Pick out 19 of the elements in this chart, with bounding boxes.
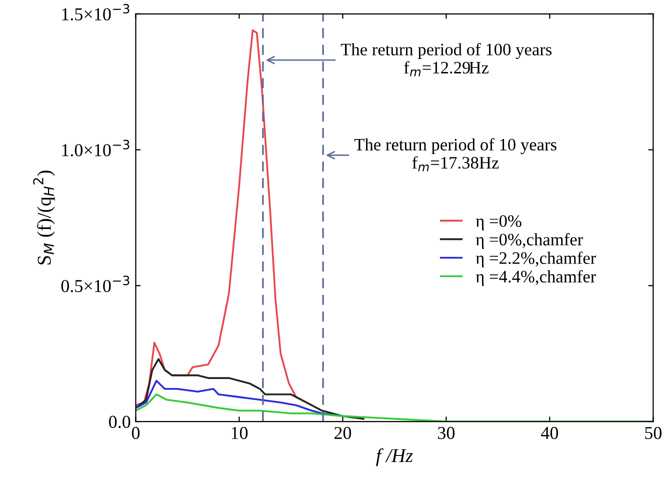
annotation: The return period of 10 years f$_{m}$=17.38Hz xyxy=(354,138,556,172)
x-tick-label: 10 xyxy=(232,426,248,440)
x-tick-label: 50 xyxy=(645,426,662,440)
legend-label: η =2.2%,chamfer xyxy=(476,252,596,268)
legend-label: η =0%,chamfer xyxy=(476,233,583,249)
legend-label: η =4.4%,chamfer xyxy=(476,270,596,286)
legend-label: η =0% xyxy=(476,215,522,230)
y-tick-label: 1.0×10$^{−3}$ xyxy=(62,140,130,156)
y-tick-label: 1.5×10$^{−3}$ xyxy=(62,4,130,20)
y-tick-label: 0.0 xyxy=(109,416,130,428)
line-series xyxy=(136,358,364,420)
y-tick-label: 0.5×10$^{−3}$ xyxy=(61,276,130,292)
annotation: The return period of 100 years f$_{m}$=12.29Hz xyxy=(340,43,552,76)
x-tick-label: 30 xyxy=(438,426,455,440)
x-tick-label: 20 xyxy=(334,426,352,440)
x-tick-label: 40 xyxy=(541,426,558,440)
x-axis-title: f /Hz xyxy=(376,448,413,466)
y-axis-title: S$_{M}$ (f)/(q$_{H}$$^{2}$) xyxy=(33,170,55,264)
x-tick-label: 0 xyxy=(132,426,140,440)
